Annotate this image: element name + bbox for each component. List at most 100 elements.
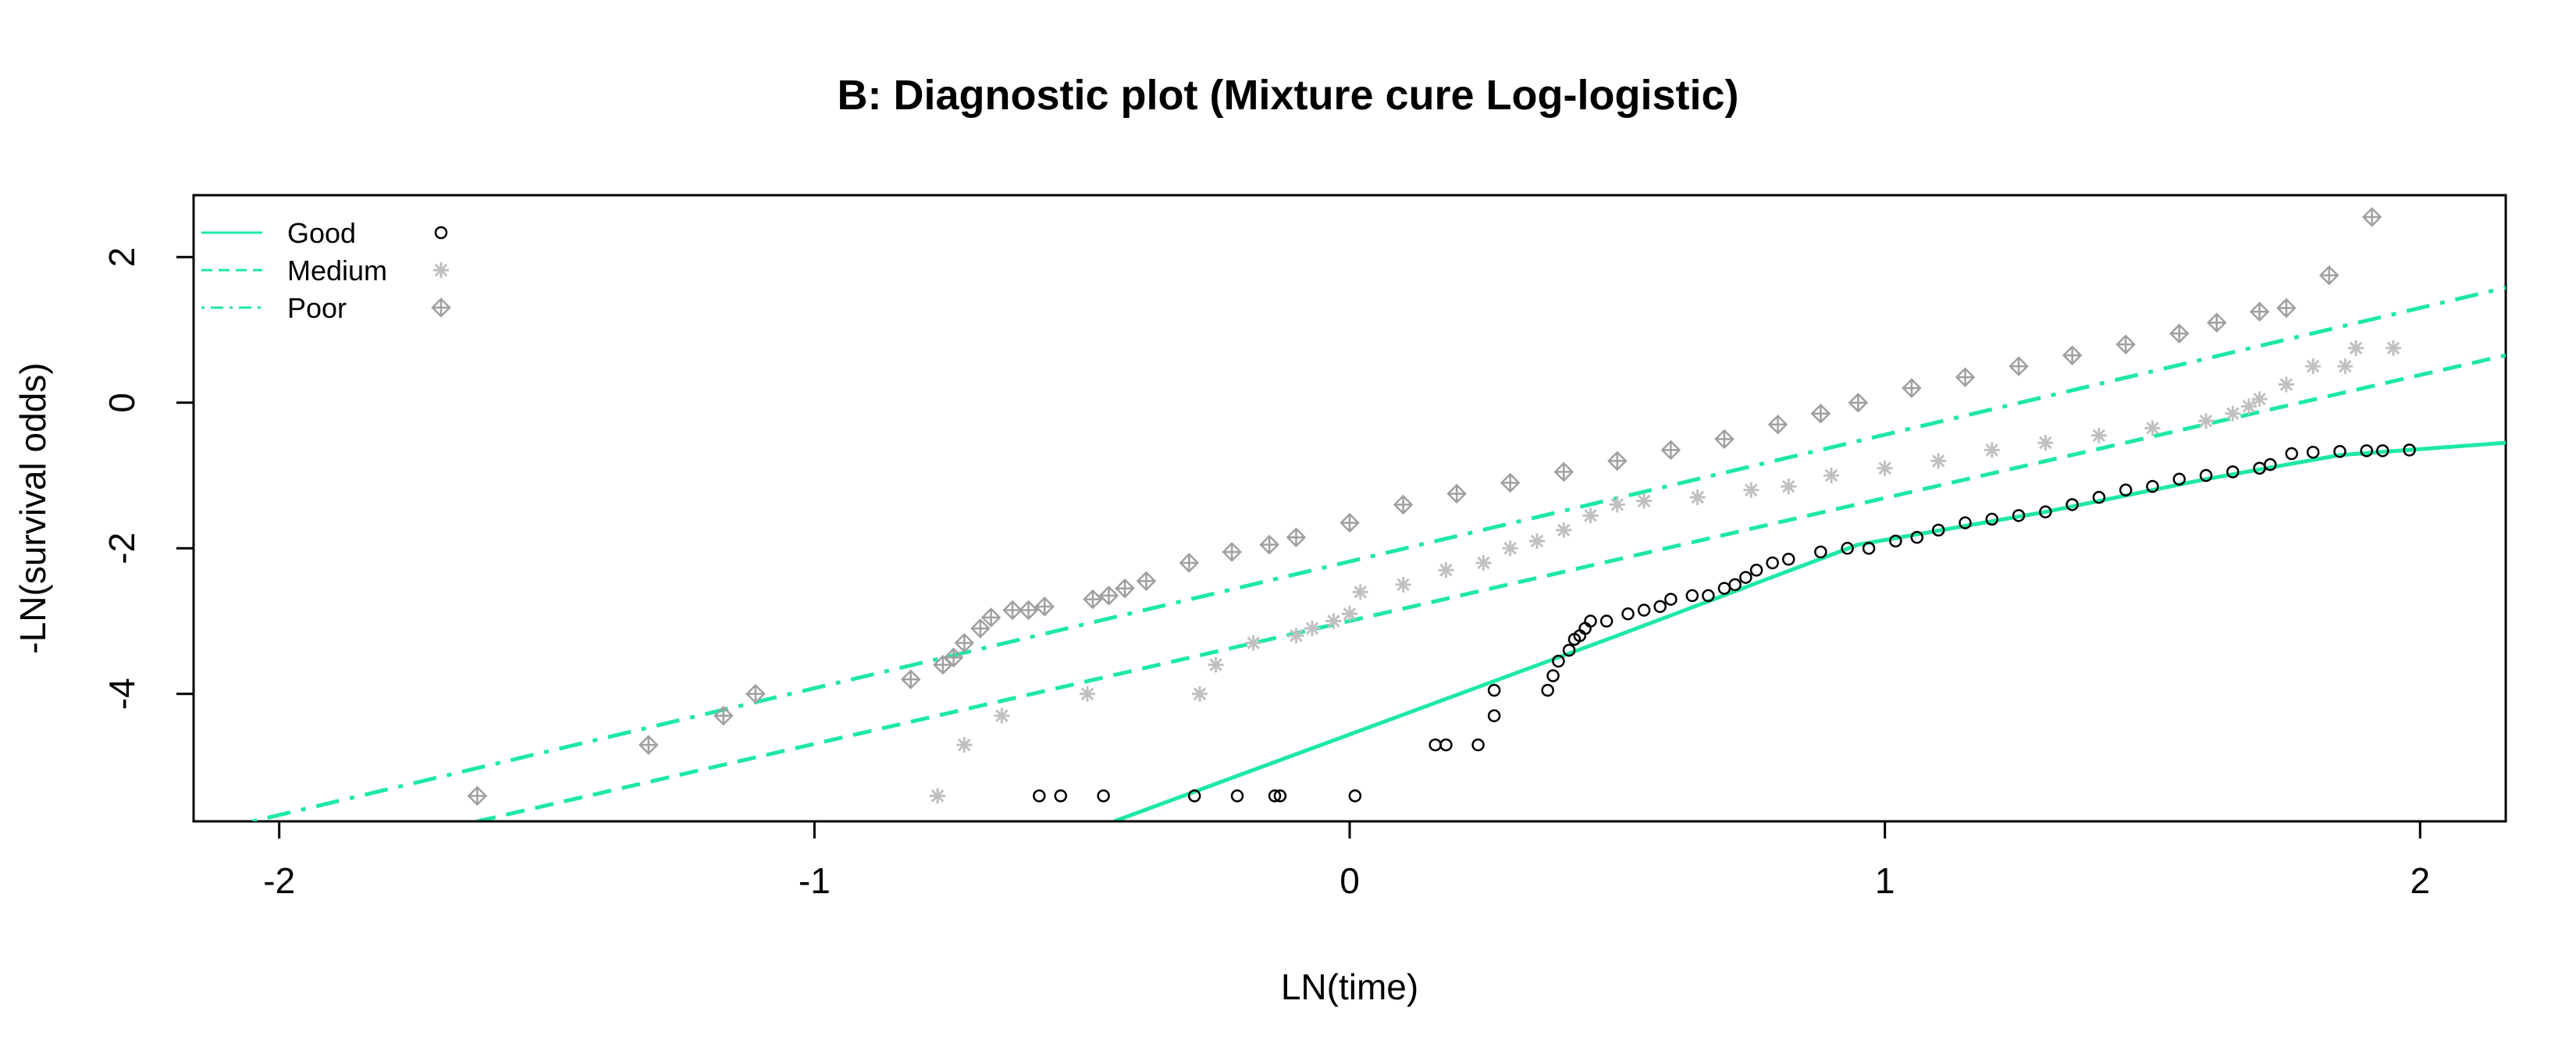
x-tick-label: 0 <box>1340 860 1360 901</box>
x-tick-label: -2 <box>263 860 295 901</box>
data-point-medium <box>1208 657 1224 673</box>
data-point-poor <box>901 669 921 689</box>
data-point-poor <box>467 785 488 807</box>
data-point-medium <box>1080 685 1096 702</box>
data-point-poor <box>1115 578 1135 599</box>
data-point-good <box>2119 483 2133 497</box>
data-point-medium <box>1245 635 1261 651</box>
data-point-poor <box>1393 494 1414 515</box>
data-point-good <box>2333 445 2347 458</box>
data-point-poor <box>2276 297 2297 319</box>
data-point-medium <box>2348 340 2364 356</box>
data-point-good <box>1664 593 1678 606</box>
y-tick-label: 0 <box>101 393 142 413</box>
data-point-medium <box>1582 507 1599 524</box>
data-point-good <box>1054 789 1067 803</box>
legend: Good Medium Poor <box>201 217 451 324</box>
data-point-poor <box>1340 512 1360 533</box>
y-axis-label: -LN(survival odds) <box>12 362 53 653</box>
x-tick-label: -1 <box>799 860 831 901</box>
data-point-medium <box>1395 576 1411 593</box>
data-point-poor <box>1500 472 1521 493</box>
data-point-poor <box>2206 312 2227 333</box>
data-point-poor <box>1034 596 1055 617</box>
data-point-poor <box>2062 345 2083 365</box>
y-tick-label: -4 <box>101 678 142 710</box>
data-point-poor <box>1553 461 1574 482</box>
fitted-lines <box>251 285 2506 821</box>
x-axis-label: LN(time) <box>1281 967 1418 1007</box>
data-point-medium <box>2386 340 2402 356</box>
chart-title: B: Diagnostic plot (Mixture cure Log-log… <box>837 72 1738 119</box>
data-point-medium <box>1984 442 2000 458</box>
data-point-good <box>1910 531 1924 544</box>
fitted-line-poor <box>251 285 2506 821</box>
data-point-poor <box>1714 429 1735 450</box>
data-point-good <box>1097 789 1110 803</box>
data-point-medium <box>930 788 946 804</box>
data-point-poor <box>1002 600 1023 621</box>
data-point-good <box>2012 509 2026 522</box>
data-point-medium <box>2225 405 2241 422</box>
data-point-good <box>1273 789 1287 803</box>
data-point-poor <box>1955 367 1976 387</box>
data-point-good <box>1653 600 1667 614</box>
data-point-good <box>1546 669 1560 682</box>
data-point-good <box>1739 571 1752 584</box>
data-point-good <box>1862 542 1876 555</box>
data-point-good <box>1033 789 1046 803</box>
data-point-good <box>2285 447 2298 461</box>
data-point-medium <box>1192 685 1208 702</box>
fitted-line-medium <box>476 353 2506 821</box>
data-point-medium <box>2251 391 2268 408</box>
legend-label-poor: Poor <box>287 292 347 324</box>
data-point-poor <box>1083 589 1103 610</box>
data-point-poor <box>1179 553 1200 573</box>
data-point-medium <box>1823 468 1840 484</box>
data-points <box>467 207 2416 807</box>
data-point-poor <box>745 684 766 704</box>
data-point-good <box>2360 444 2373 458</box>
data-point-poor <box>2249 301 2270 322</box>
data-point-poor <box>2008 356 2029 376</box>
data-point-poor <box>2169 323 2190 344</box>
data-point-good <box>1717 582 1731 595</box>
data-point-good <box>1584 614 1597 628</box>
data-point-good <box>1931 523 1945 537</box>
data-point-poor <box>713 706 734 726</box>
data-point-poor <box>1222 542 1242 562</box>
data-point-good <box>1781 553 1795 566</box>
data-point-medium <box>1743 482 1759 498</box>
data-point-good <box>1814 545 1827 559</box>
data-point-good <box>1702 589 1715 603</box>
data-point-medium <box>2037 435 2054 451</box>
data-point-poor <box>1136 571 1157 592</box>
data-point-good <box>1959 516 1972 529</box>
data-point-good <box>1562 643 1576 657</box>
data-point-poor <box>639 735 659 755</box>
data-point-poor <box>1767 414 1788 435</box>
data-point-medium <box>2144 420 2161 436</box>
data-point-poor <box>2115 334 2136 354</box>
data-point-medium <box>2305 358 2322 375</box>
data-point-poor <box>2361 207 2382 227</box>
data-point-good <box>2092 490 2106 504</box>
data-point-good <box>1429 738 1442 752</box>
data-point-good <box>2306 445 2320 459</box>
data-point-medium <box>1930 453 1947 469</box>
data-point-good <box>1487 709 1501 723</box>
data-point-poor <box>954 632 975 653</box>
data-point-good <box>1187 789 1201 803</box>
data-point-medium <box>2240 398 2257 415</box>
data-point-good <box>2172 472 2186 486</box>
data-point-poor <box>1607 450 1628 472</box>
data-point-medium <box>2198 413 2215 429</box>
data-point-good <box>2039 505 2052 518</box>
data-point-poor <box>2318 265 2339 286</box>
data-point-good <box>1487 683 1501 697</box>
data-point-good <box>1637 604 1651 617</box>
data-point-good <box>1599 614 1614 628</box>
data-point-good <box>1268 789 1282 803</box>
data-point-poor <box>1446 483 1467 504</box>
